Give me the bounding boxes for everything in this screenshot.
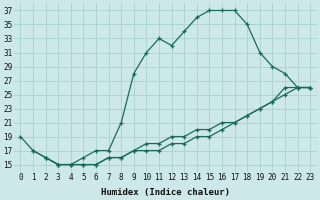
X-axis label: Humidex (Indice chaleur): Humidex (Indice chaleur) (101, 188, 230, 197)
